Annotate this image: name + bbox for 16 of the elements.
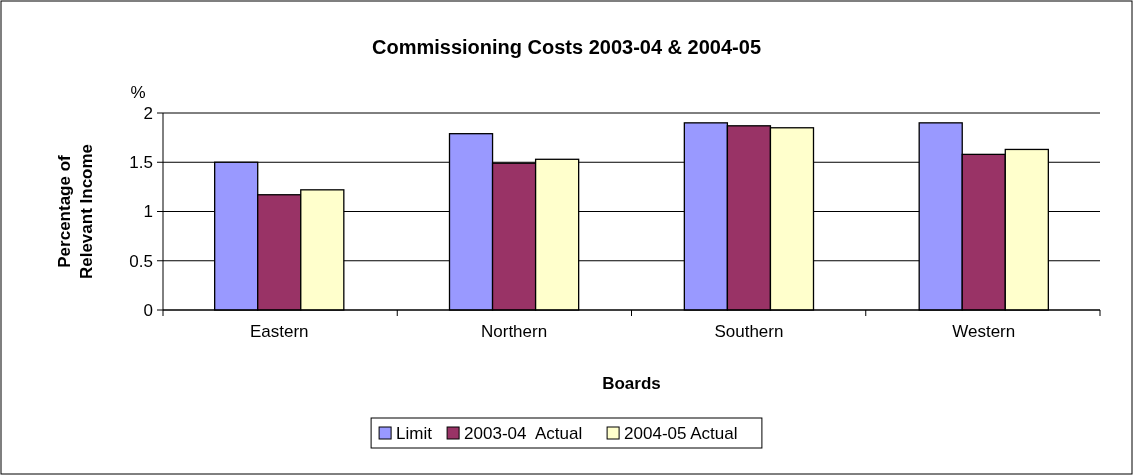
x-axis-title: Boards: [602, 374, 661, 393]
chart-title: Commissioning Costs 2003-04 & 2004-05: [371, 36, 762, 58]
text: %: [130, 83, 146, 102]
legend-label: 2004-05 Actual: [624, 423, 738, 443]
y-tick-label: 0.5: [129, 251, 153, 271]
y-axis-title: Percentage of Relevant Income: [55, 143, 96, 280]
legend-label: 2003-04 Actual: [464, 423, 583, 443]
y-tick-label: 0: [143, 300, 153, 320]
y-tick-label: 1.5: [129, 153, 153, 173]
x-tick-label: Northern: [481, 322, 548, 341]
x-tick-label: Western: [952, 322, 1016, 341]
legend-label: Limit: [396, 423, 433, 443]
y-tick-label: 1: [143, 202, 153, 222]
y-tick-label: 2: [143, 103, 153, 123]
x-tick-label: Southern: [714, 322, 784, 341]
x-tick-label: Eastern: [249, 322, 309, 341]
